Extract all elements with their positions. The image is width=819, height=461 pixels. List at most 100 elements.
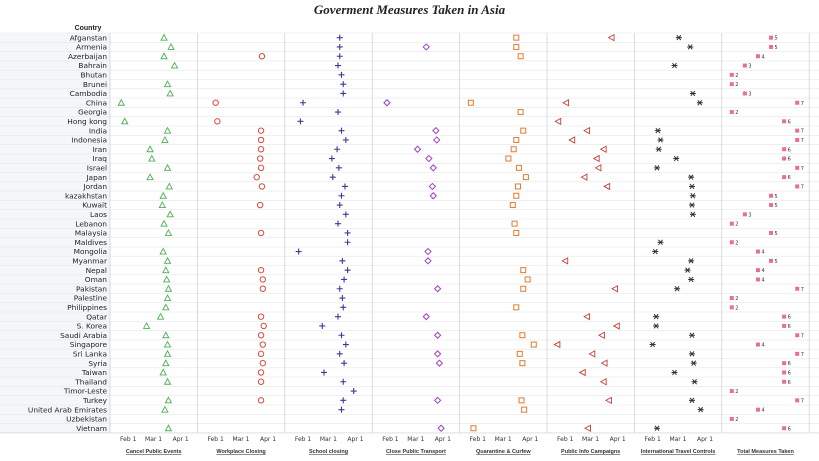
total-marker [729, 416, 734, 421]
circle-marker [212, 99, 219, 106]
total-marker [729, 389, 734, 394]
plus-marker [336, 285, 343, 292]
total-value-label: 6 [788, 380, 791, 386]
total-value-label: 6 [788, 315, 791, 321]
plus-marker [339, 295, 346, 302]
total-value-label: 7 [801, 129, 804, 135]
left-triangle-marker [553, 340, 561, 349]
total-marker [795, 333, 800, 338]
diamond-marker [433, 285, 442, 293]
plus-marker [334, 146, 341, 153]
plus-marker [338, 406, 345, 413]
country-label: kazakhstan [65, 191, 107, 200]
left-triangle-marker [611, 284, 618, 293]
total-value-label: 2 [735, 222, 738, 228]
total-value-label: 4 [761, 250, 764, 256]
total-marker [742, 212, 747, 217]
row-header: Country [75, 25, 102, 32]
total-value-label: 2 [735, 389, 738, 395]
x-tick-label: Apr 1 [260, 436, 276, 443]
total-value-label: 6 [788, 175, 791, 181]
total-marker [729, 240, 734, 245]
asterisk-marker [688, 202, 695, 208]
square-marker [513, 34, 520, 41]
country-label: Sri Lanka [73, 350, 107, 359]
total-value-label: 6 [788, 157, 791, 163]
x-tick-label: Apr 1 [173, 436, 189, 443]
triangle-marker [163, 80, 172, 88]
total-value-label: 5 [775, 36, 778, 42]
circle-marker [257, 378, 265, 385]
total-marker [795, 100, 800, 105]
diamond-marker [424, 257, 432, 265]
asterisk-marker [671, 62, 678, 69]
diamond-marker [435, 359, 444, 367]
left-triangle-marker [568, 136, 576, 144]
x-tick-label: Mar 1 [232, 436, 249, 443]
country-label: United Arab Emirates [28, 405, 107, 414]
square-marker [509, 202, 516, 209]
square-marker [470, 425, 477, 432]
left-triangle-marker [604, 396, 612, 405]
left-triangle-marker [583, 312, 591, 321]
country-label: Hong kong [67, 117, 107, 126]
asterisk-marker [675, 34, 682, 41]
triangle-marker [161, 405, 169, 413]
country-label: Iran [93, 145, 108, 154]
circle-marker [253, 173, 260, 181]
country-label: S. Korea [77, 322, 107, 331]
diamond-marker [433, 396, 442, 405]
square-marker [524, 276, 531, 283]
total-marker [729, 221, 734, 226]
total-marker [782, 370, 787, 375]
diamond-marker [422, 43, 430, 51]
triangle-marker [120, 117, 129, 125]
total-value-label: 2 [735, 110, 738, 116]
triangle-marker [158, 201, 167, 209]
left-triangle-marker [603, 182, 611, 191]
asterisk-marker [696, 100, 703, 106]
plus-marker [336, 350, 343, 357]
total-value-label: 4 [761, 54, 764, 60]
triangle-marker [164, 396, 173, 404]
row-label-background [0, 33, 110, 433]
country-label: Armenia [76, 43, 107, 52]
total-value-label: 2 [735, 240, 738, 246]
country-label: Mongolia [74, 247, 107, 256]
country-label: Taiwan [81, 368, 107, 377]
plus-marker [344, 229, 351, 236]
total-value-label: 4 [761, 277, 764, 283]
left-triangle-marker [562, 98, 570, 107]
asterisk-marker [655, 146, 662, 152]
total-value-label: 7 [801, 352, 804, 358]
total-value-label: 6 [788, 119, 791, 125]
total-marker [742, 63, 747, 68]
triangle-marker [156, 312, 165, 320]
asterisk-marker [673, 155, 680, 162]
square-marker [513, 136, 520, 143]
country-label: Lebanon [75, 219, 107, 228]
asterisk-marker [654, 425, 661, 431]
total-value-label: 4 [761, 343, 764, 349]
diamond-marker [429, 164, 437, 172]
total-value-label: 6 [788, 426, 791, 432]
asterisk-marker [649, 341, 656, 348]
plus-marker [341, 183, 348, 190]
x-tick-label: Mar 1 [320, 436, 337, 443]
triangle-marker [148, 154, 156, 162]
triangle-marker [162, 266, 170, 274]
panel-label: Cancel Public Events [126, 449, 182, 455]
country-label: Palestine [74, 294, 108, 303]
country-label: Jordan [82, 182, 107, 191]
square-marker [517, 53, 524, 60]
diamond-marker [424, 247, 432, 256]
square-marker [530, 341, 537, 348]
total-marker [755, 277, 760, 282]
x-tick-label: Mar 1 [582, 436, 599, 443]
left-triangle-marker [607, 33, 615, 42]
total-value-label: 7 [801, 184, 804, 190]
total-marker [769, 258, 774, 263]
square-marker [520, 127, 527, 134]
plus-marker [295, 248, 302, 255]
triangle-marker [167, 43, 175, 50]
